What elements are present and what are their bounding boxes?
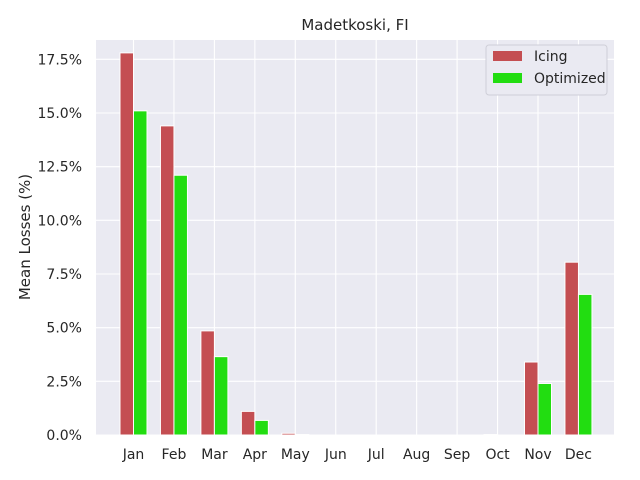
bar-optimized-dec: [577, 293, 593, 436]
bar-icing-dec: [564, 261, 579, 436]
x-tick-label: Mar: [201, 447, 228, 463]
x-tick-label: Oct: [485, 447, 510, 463]
y-tick-label: 17.5%: [38, 52, 82, 68]
x-tick-label: Jun: [324, 447, 347, 463]
y-tick-label: 10.0%: [38, 213, 82, 229]
x-tick-labels: Jan Feb Mar Apr May Jun Jul Aug Sep Oct Nov Dec: [122, 447, 592, 463]
x-tick-label: Sep: [444, 447, 471, 463]
bar-icing-feb: [159, 125, 175, 436]
x-tick-label: Dec: [565, 447, 592, 463]
legend: Icing Optimized: [485, 44, 608, 96]
bar-icing-apr: [240, 410, 256, 436]
y-axis-label: Mean Losses (%): [16, 174, 34, 300]
legend-swatch-icing: [493, 51, 522, 61]
legend-label-optimized: Optimized: [534, 71, 606, 87]
y-tick-label: 7.5%: [46, 267, 82, 283]
y-tick-label: 15.0%: [38, 106, 82, 122]
bar-optimized-feb: [173, 174, 188, 436]
legend-label-icing: Icing: [534, 49, 567, 65]
x-tick-label: Jan: [122, 447, 145, 463]
bar-optimized-nov: [537, 382, 552, 436]
x-tick-label: Nov: [524, 447, 551, 463]
chart-title: Madetkoski, FI: [301, 16, 408, 34]
x-tick-label: Apr: [243, 447, 267, 463]
x-tick-label: Aug: [403, 447, 430, 463]
legend-swatch-optimized: [493, 73, 522, 83]
bar-icing-nov: [524, 361, 539, 436]
y-tick-label: 2.5%: [46, 374, 82, 390]
bar-optimized-mar: [213, 356, 229, 436]
y-tick-label: 12.5%: [38, 160, 82, 176]
bar-optimized-apr: [254, 419, 269, 436]
y-tick-labels: 0.0% 2.5% 5.0% 7.5% 10.0% 12.5% 15.0% 17.5%: [38, 52, 82, 444]
y-tick-label: 5.0%: [46, 321, 82, 337]
bar-icing-jan: [119, 52, 134, 436]
x-tick-label: Jul: [367, 447, 385, 463]
y-tick-label: 0.0%: [46, 428, 82, 444]
x-tick-label: Feb: [162, 447, 187, 463]
bar-icing-may: [281, 432, 296, 436]
bar-optimized-jan: [133, 110, 148, 436]
bars: [119, 52, 593, 436]
bar-icing-mar: [200, 330, 215, 436]
x-tick-label: May: [281, 447, 310, 463]
